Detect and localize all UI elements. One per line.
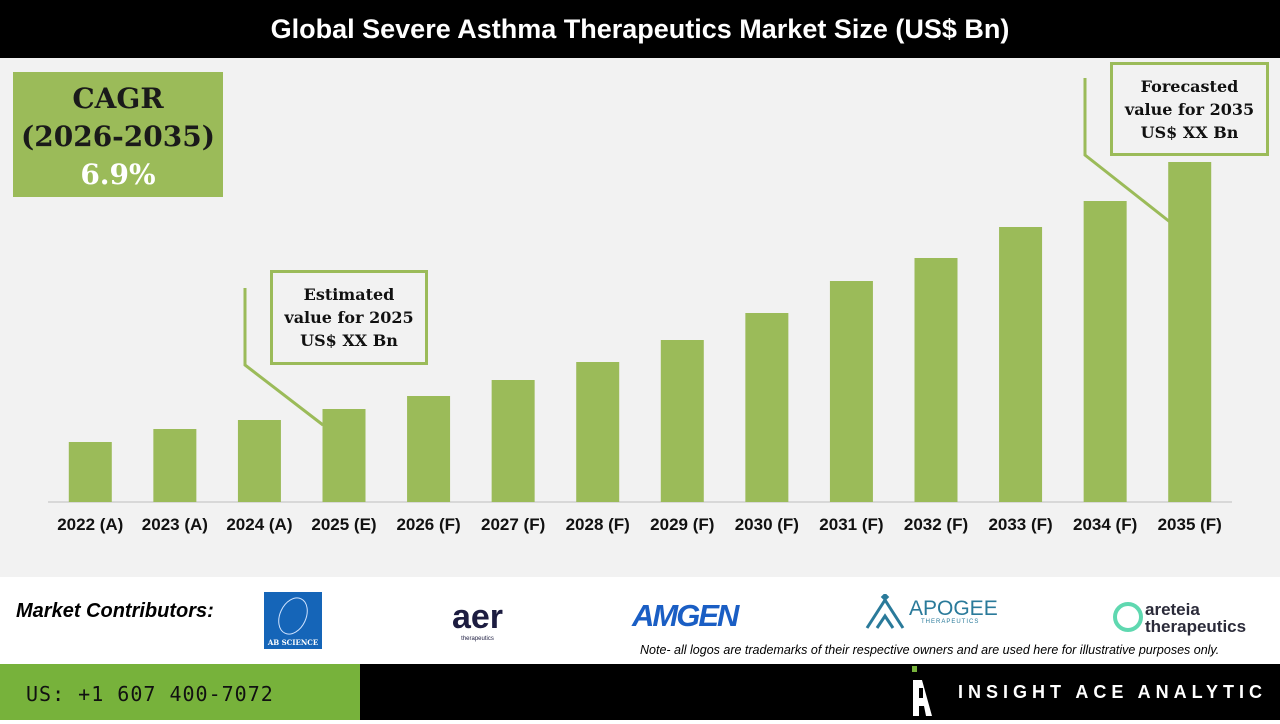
callout-line: Forecasted xyxy=(1140,77,1239,96)
callout-line: US$ XX Bn xyxy=(300,331,398,350)
x-tick-label: 2034 (F) xyxy=(1073,515,1137,534)
bar-2034-f- xyxy=(1083,201,1127,502)
cagr-label: CAGR xyxy=(72,82,164,115)
x-tick-label: 2024 (A) xyxy=(226,515,292,534)
bar-2030-f- xyxy=(745,313,789,502)
x-tick-label: 2029 (F) xyxy=(650,515,714,534)
bar-2023-a- xyxy=(153,429,197,502)
bar-2028-f- xyxy=(576,362,620,502)
cagr-period: (2026-2035) xyxy=(21,120,215,153)
phone-number[interactable]: US: +1 607 400-7072 xyxy=(0,664,360,720)
bar-2033-f- xyxy=(999,227,1043,502)
callout-line: value for 2035 xyxy=(1124,100,1255,119)
x-tick-label: 2028 (F) xyxy=(566,515,630,534)
x-tick-label: 2025 (E) xyxy=(311,515,376,534)
x-tick-label: 2035 (F) xyxy=(1158,515,1222,534)
forecast-callout: Forecasted value for 2035 US$ XX Bn xyxy=(1110,62,1269,156)
bar-2031-f- xyxy=(829,281,873,502)
estimated-callout: Estimated value for 2025 US$ XX Bn xyxy=(270,270,428,365)
ab-science-logo: AB SCIENCE xyxy=(264,592,322,649)
x-tick-label: 2030 (F) xyxy=(735,515,799,534)
footer-bar xyxy=(360,664,1280,720)
x-tick-label: 2027 (F) xyxy=(481,515,545,534)
bar-2032-f- xyxy=(914,258,958,502)
x-tick-label: 2022 (A) xyxy=(57,515,123,534)
bar-2022-a- xyxy=(68,442,112,502)
contributors-label: Market Contributors: xyxy=(16,600,214,622)
bar-2026-f- xyxy=(407,396,451,502)
brand-name: INSIGHT ACE ANALYTIC xyxy=(958,682,1268,702)
x-tick-label: 2031 (F) xyxy=(819,515,883,534)
x-tick-label: 2023 (A) xyxy=(142,515,208,534)
trademark-note: Note- all logos are trademarks of their … xyxy=(640,643,1220,657)
aer-logo: aer therapeutics xyxy=(451,598,504,642)
callout-line: Estimated xyxy=(303,285,395,304)
estimated-leader-line xyxy=(243,288,324,427)
cagr-value: 6.9% xyxy=(80,158,156,191)
callout-line: US$ XX Bn xyxy=(1140,123,1239,142)
apogee-logo: APOGEE THERAPEUTICS xyxy=(865,592,998,632)
amgen-logo: AMGEN xyxy=(632,598,739,633)
x-tick-label: 2033 (F) xyxy=(988,515,1052,534)
plot-area: 2022 (A) 2023 (A) 2024 (A) 2025 (E) 2026 (F)… xyxy=(0,58,1280,577)
x-tick-label: 2026 (F) xyxy=(396,515,460,534)
areteia-logo: areteia therapeutics xyxy=(1112,600,1262,640)
forecast-leader-line xyxy=(1083,78,1171,224)
bar-2027-f- xyxy=(491,380,535,502)
bar-2029-f- xyxy=(660,340,704,502)
cagr-box: CAGR (2026-2035) 6.9% xyxy=(13,72,223,197)
bar-chart: 2022 (A) 2023 (A) 2024 (A) 2025 (E) 2026 (F)… xyxy=(48,78,1232,534)
brand-logo-icon xyxy=(910,666,934,716)
chart-title: Global Severe Asthma Therapeutics Market… xyxy=(0,0,1280,58)
bar-2024-a- xyxy=(237,420,281,502)
bar-2035-f- xyxy=(1168,162,1212,502)
bar-2025-e- xyxy=(322,409,366,502)
callout-line: value for 2025 xyxy=(284,308,414,327)
x-tick-label: 2032 (F) xyxy=(904,515,968,534)
